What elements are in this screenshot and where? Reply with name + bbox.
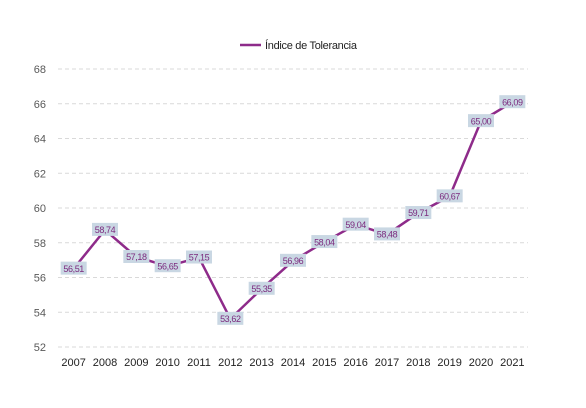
data-label-box (468, 114, 494, 128)
x-tick-label: 2019 (437, 357, 461, 369)
data-label: 58,04 (314, 237, 335, 247)
data-label: 53,62 (220, 314, 241, 324)
data-label: 65,00 (471, 116, 492, 126)
data-label-box (280, 253, 306, 267)
y-tick-label: 62 (34, 168, 46, 180)
x-tick-label: 2013 (249, 357, 273, 369)
data-label: 56,65 (157, 261, 178, 271)
x-tick-label: 2015 (312, 357, 336, 369)
x-tick-label: 2012 (218, 357, 242, 369)
x-tick-label: 2014 (281, 357, 305, 369)
data-label-box (154, 259, 181, 273)
data-label: 59,04 (345, 220, 366, 230)
data-label-box (92, 222, 118, 236)
data-label: 59,71 (408, 208, 429, 218)
data-label: 56,96 (283, 256, 304, 266)
y-tick-label: 68 (34, 64, 46, 76)
series (72, 101, 513, 321)
x-tick-label: 2008 (93, 357, 117, 369)
data-label: 57,18 (126, 252, 147, 262)
data-label-box (405, 206, 432, 220)
data-label: 58,48 (377, 230, 398, 240)
x-tick-label: 2020 (469, 357, 493, 369)
data-label-box (374, 227, 400, 241)
data-label-box (311, 235, 338, 249)
x-tick-label: 2018 (406, 357, 430, 369)
legend-label: Índice de Tolerancia (265, 39, 358, 52)
data-label-box (342, 217, 369, 231)
x-tick-label: 2017 (375, 357, 399, 369)
series-line (72, 101, 513, 321)
legend: Índice de Tolerancia (240, 39, 358, 52)
y-tick-label: 54 (34, 307, 46, 319)
x-tick-label: 2010 (155, 357, 179, 369)
data-label-box (60, 261, 87, 275)
data-labels: 56,51 58,74 57,18 56,65 57,15 53,62 55,35 56,96… (60, 95, 526, 325)
data-label: 55,35 (251, 284, 272, 294)
data-label-box (186, 250, 212, 264)
x-tick-label: 2016 (343, 357, 367, 369)
data-label: 57,15 (189, 253, 210, 263)
data-label: 60,67 (439, 192, 460, 202)
data-label-box (436, 189, 463, 203)
x-tick-label: 2009 (124, 357, 148, 369)
data-label-box (248, 281, 275, 295)
y-tick-label: 66 (34, 99, 46, 111)
x-tick-label: 2011 (187, 357, 211, 369)
data-label-box (217, 311, 244, 325)
data-label-box (123, 249, 150, 263)
y-tick-label: 56 (34, 273, 46, 285)
y-tick-label: 58 (34, 238, 46, 250)
x-tick-label: 2007 (61, 357, 85, 369)
x-tick-label: 2021 (500, 357, 524, 369)
x-axis-ticks: 2007 2008 2009 2010 2011 2012 2013 2014 2015 2016… (61, 357, 524, 369)
y-tick-label: 52 (34, 342, 46, 354)
y-axis-ticks: 52 54 56 58 60 62 64 66 68 (34, 64, 46, 354)
data-label: 56,51 (63, 264, 84, 274)
data-label-box (499, 95, 526, 109)
data-label: 58,74 (95, 225, 116, 235)
y-tick-label: 64 (34, 134, 46, 146)
y-tick-label: 60 (34, 203, 46, 215)
grid-lines (58, 68, 528, 348)
data-label: 66,09 (502, 97, 523, 107)
